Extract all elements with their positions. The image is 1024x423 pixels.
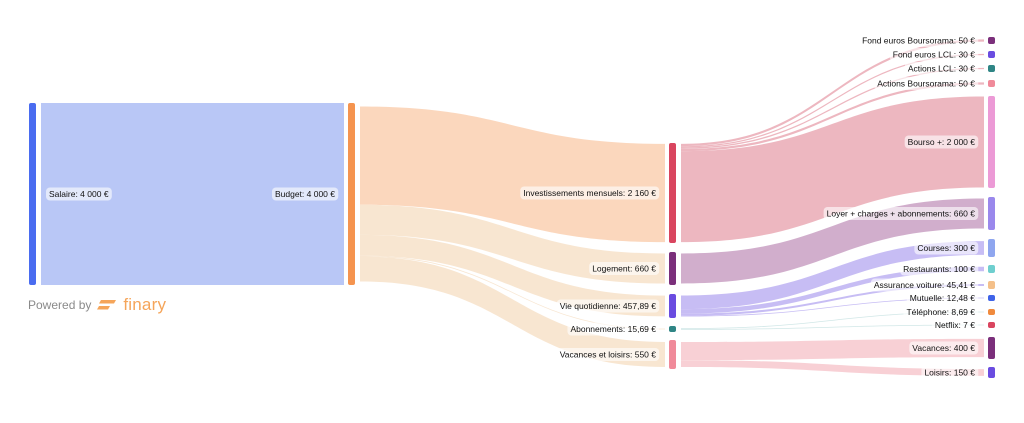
node-label-netflix: Netflix: 7 € xyxy=(935,320,975,330)
node-label-background xyxy=(46,187,112,201)
sankey-node-feb[interactable] xyxy=(988,37,995,44)
node-label-background xyxy=(904,135,979,149)
node-label-restaurants: Restaurants: 100 € xyxy=(903,264,975,274)
sankey-labels: Salaire: 4 000 € Budget: 4 000 € Investiss… xyxy=(46,34,979,379)
sankey-node-loisirs[interactable] xyxy=(988,367,995,378)
sankey-link-invest-ab[interactable] xyxy=(681,82,984,152)
sankey-node-telephone[interactable] xyxy=(988,309,995,315)
node-label-background xyxy=(589,262,660,275)
node-label-background xyxy=(906,291,979,305)
node-label-invest: Investissements mensuels: 2 160 € xyxy=(523,188,656,198)
sankey-link-budget-abonnements[interactable] xyxy=(360,255,665,330)
sankey-node-salaire[interactable] xyxy=(29,103,36,285)
sankey-node-al[interactable] xyxy=(988,65,995,72)
node-label-fel: Fond euros LCL: 30 € xyxy=(893,50,975,60)
node-label-vacances: Vacances: 400 € xyxy=(912,343,975,353)
sankey-node-logement[interactable] xyxy=(669,252,676,285)
sankey-link-abonnements-telephone[interactable] xyxy=(681,311,984,329)
node-label-ab: Actions Boursorama: 50 € xyxy=(877,79,975,89)
finary-logo-icon xyxy=(97,300,117,310)
node-label-vacloisirs: Vacances et loisirs: 550 € xyxy=(560,350,656,360)
node-label-background xyxy=(931,318,979,332)
sankey-link-budget-vie[interactable] xyxy=(360,234,665,317)
node-label-background xyxy=(904,62,979,75)
node-label-background xyxy=(900,262,979,276)
sankey-link-invest-feb[interactable] xyxy=(681,39,984,147)
finary-brand: finary xyxy=(123,295,167,314)
sankey-links xyxy=(41,39,984,376)
node-label-bourso: Bourso +: 2 000 € xyxy=(908,137,976,147)
sankey-link-invest-al[interactable] xyxy=(681,67,984,149)
sankey-link-vie-mutuelle[interactable] xyxy=(681,297,984,317)
node-label-background xyxy=(567,322,660,336)
sankey-link-abonnements-netflix[interactable] xyxy=(681,324,984,330)
sankey-nodes xyxy=(29,37,995,378)
node-label-loisirs: Loisirs: 150 € xyxy=(924,368,975,378)
sankey-node-budget[interactable] xyxy=(348,103,355,285)
node-label-background xyxy=(520,186,660,200)
sankey-node-courses[interactable] xyxy=(988,239,995,257)
node-label-background xyxy=(271,187,339,201)
sankey-link-invest-fel[interactable] xyxy=(681,53,984,148)
sankey-node-vacances[interactable] xyxy=(988,337,995,359)
node-label-al: Actions LCL: 30 € xyxy=(908,64,975,74)
node-label-logement: Logement: 660 € xyxy=(592,264,656,274)
node-label-loyer: Loyer + charges + abonnements: 660 € xyxy=(827,209,976,219)
sankey-link-budget-logement[interactable] xyxy=(360,204,665,284)
node-label-background xyxy=(859,34,979,47)
node-label-vie: Vie quotidienne: 457,89 € xyxy=(560,301,657,311)
node-label-background xyxy=(556,348,660,361)
powered-by-text: Powered by xyxy=(28,298,92,312)
sankey-node-assurance[interactable] xyxy=(988,281,995,289)
sankey-node-invest[interactable] xyxy=(669,143,676,243)
node-label-background xyxy=(914,241,979,255)
sankey-node-bourso[interactable] xyxy=(988,96,995,188)
sankey-node-vie[interactable] xyxy=(669,294,676,318)
sankey-link-vie-courses[interactable] xyxy=(681,241,984,310)
node-label-courses: Courses: 300 € xyxy=(917,243,975,253)
sankey-link-vacloisirs-vacances[interactable] xyxy=(681,338,984,361)
sankey-node-ab[interactable] xyxy=(988,80,995,87)
sankey-node-abonnements[interactable] xyxy=(669,326,676,332)
sankey-link-vie-restaurants[interactable] xyxy=(681,266,984,314)
node-label-background xyxy=(921,366,979,379)
node-label-feb: Fond euros Boursorama: 50 € xyxy=(862,36,975,46)
sankey-node-vacloisirs[interactable] xyxy=(669,340,676,369)
node-label-mutuelle: Mutuelle: 12,48 € xyxy=(910,293,975,303)
node-label-assurance: Assurance voiture: 45,41 € xyxy=(874,280,975,290)
sankey-node-mutuelle[interactable] xyxy=(988,295,995,301)
sankey-link-invest-bourso[interactable] xyxy=(681,96,984,243)
node-label-background xyxy=(889,48,979,61)
powered-by-finary[interactable]: Powered by finary xyxy=(28,295,166,315)
node-label-background xyxy=(874,77,979,90)
sankey-node-fel[interactable] xyxy=(988,51,995,58)
node-label-background xyxy=(903,305,979,319)
sankey-link-vie-assurance[interactable] xyxy=(681,283,984,316)
sankey-link-budget-invest[interactable] xyxy=(360,106,665,243)
node-label-telephone: Téléphone: 8,69 € xyxy=(906,307,975,317)
node-label-background xyxy=(823,207,979,220)
sankey-node-netflix[interactable] xyxy=(988,322,995,328)
node-label-salaire: Salaire: 4 000 € xyxy=(49,189,109,199)
sankey-link-salaire-budget[interactable] xyxy=(41,103,344,285)
node-label-background xyxy=(909,341,979,355)
sankey-node-loyer[interactable] xyxy=(988,197,995,230)
sankey-node-restaurants[interactable] xyxy=(988,265,995,273)
node-label-budget: Budget: 4 000 € xyxy=(275,189,335,199)
node-label-background xyxy=(870,278,979,292)
sankey-link-budget-vacloisirs[interactable] xyxy=(360,256,665,368)
sankey-link-vacloisirs-loisirs[interactable] xyxy=(681,360,984,376)
node-label-abonnements: Abonnements: 15,69 € xyxy=(570,324,656,334)
node-label-background xyxy=(556,299,660,313)
